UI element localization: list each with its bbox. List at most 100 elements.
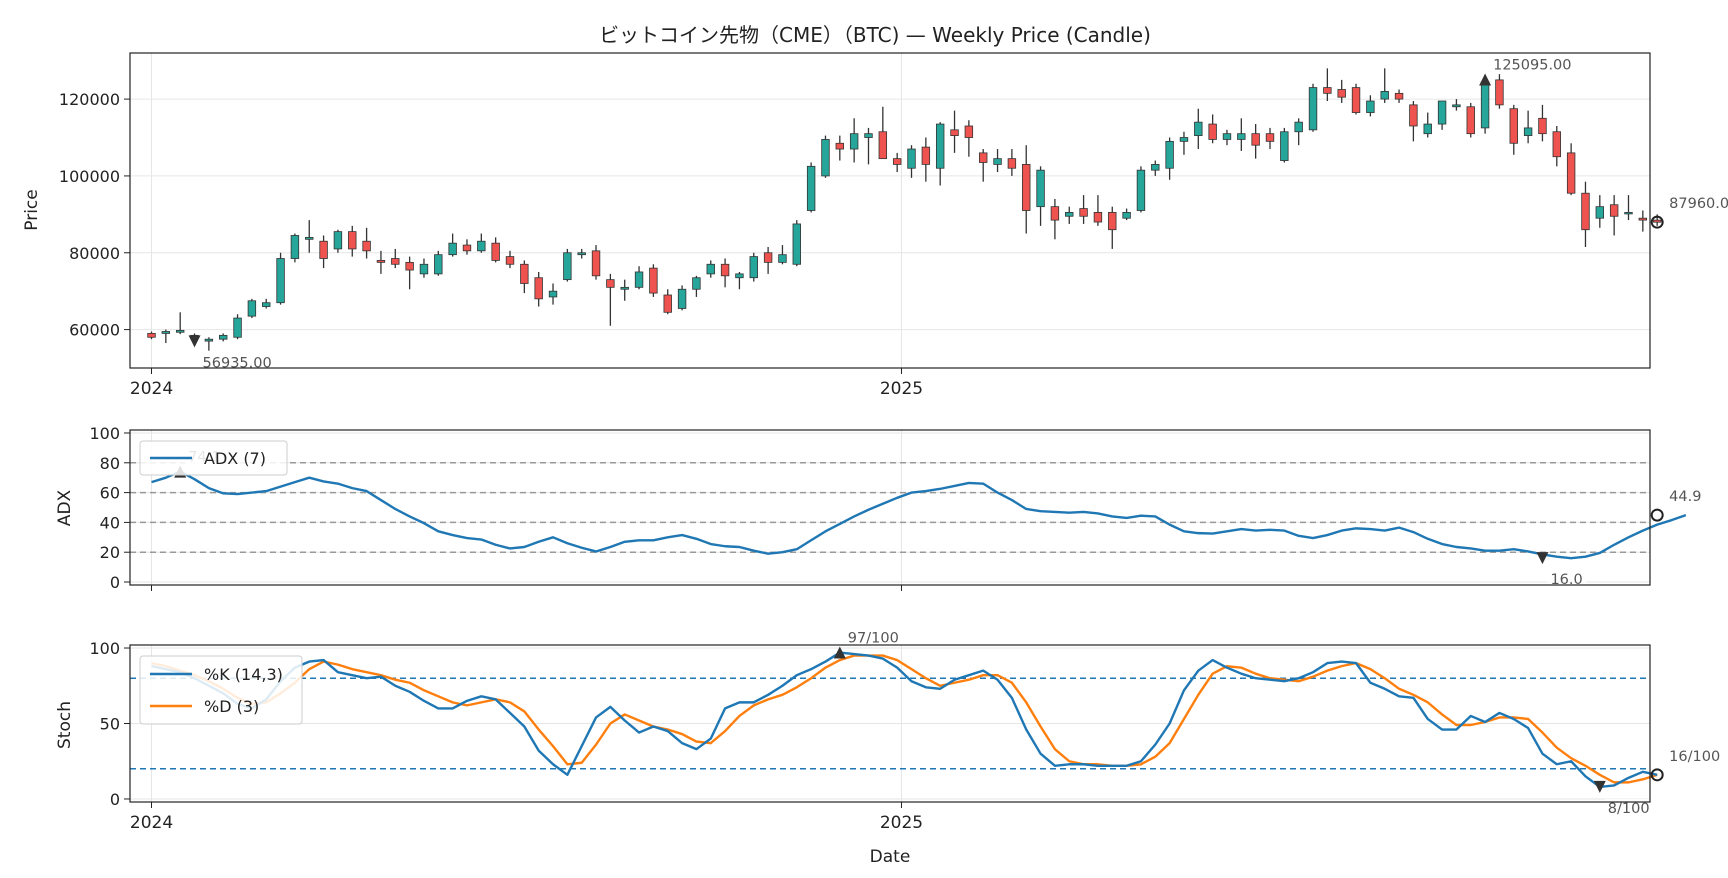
candle-body xyxy=(1093,212,1103,223)
min-marker xyxy=(1593,780,1606,793)
candle-body xyxy=(563,252,572,281)
stoch-gridlines xyxy=(130,645,1650,802)
candle-body xyxy=(993,158,1002,165)
candle-body xyxy=(204,338,214,342)
annotation-box xyxy=(1666,746,1722,765)
annotation-box xyxy=(1490,55,1570,74)
candle-body xyxy=(1624,212,1633,215)
adx-y-axis-label: ADX xyxy=(55,489,75,526)
candle-body xyxy=(305,236,314,240)
candle-body xyxy=(849,133,859,150)
stoch-y-axis-label: Stoch xyxy=(55,701,75,749)
candle-body xyxy=(1466,106,1475,135)
candle-body xyxy=(1495,79,1504,106)
price-ytick-label: 60000 xyxy=(69,321,120,340)
candle-body xyxy=(935,123,945,169)
stoch-k-line xyxy=(151,651,1658,789)
price-axes-frame xyxy=(129,52,1651,369)
candle-body xyxy=(950,129,959,136)
candle-body xyxy=(892,158,902,165)
candle-body xyxy=(1437,100,1447,125)
candle-body xyxy=(749,256,758,279)
price-x-ticks: 2024 2025 xyxy=(130,368,923,399)
candle-body xyxy=(1523,127,1533,136)
candle-body xyxy=(792,223,801,265)
max-marker xyxy=(1479,73,1492,86)
candle-body xyxy=(362,240,371,252)
candle-body xyxy=(147,333,156,338)
annotation-box xyxy=(844,628,901,647)
candle-body xyxy=(1538,117,1547,135)
annotation-label: 16/100 xyxy=(1669,749,1720,765)
candle-body xyxy=(620,286,629,290)
candle-body xyxy=(434,254,443,275)
candle-body xyxy=(1108,212,1117,231)
min-marker xyxy=(1536,552,1549,565)
stoch-ytick-label: 50 xyxy=(100,715,120,734)
candle-body xyxy=(921,146,931,165)
candle-body xyxy=(276,258,285,304)
candle-body xyxy=(1351,87,1361,113)
stoch-d-line xyxy=(151,654,1658,784)
candle-body xyxy=(462,244,472,252)
candle-body xyxy=(864,133,873,138)
stoch-x-ticks: 2024 2025 xyxy=(130,802,923,833)
candle-body xyxy=(1423,123,1432,135)
candle-body xyxy=(1638,217,1648,221)
annotation-label: 56935.00 xyxy=(203,355,272,371)
adx-ytick-label: 40 xyxy=(100,513,120,532)
candle-body xyxy=(161,331,171,334)
annotation-box xyxy=(1666,487,1705,506)
candle-body xyxy=(1265,133,1275,142)
candle-body xyxy=(1294,121,1303,133)
price-y-axis-label: Price xyxy=(22,189,42,230)
candle-body xyxy=(1581,192,1590,231)
adx-ytick-label: 80 xyxy=(100,454,120,473)
candle-body xyxy=(1079,208,1088,217)
candle-body xyxy=(1022,164,1031,211)
candle-body xyxy=(634,271,644,288)
candle-body xyxy=(1208,123,1217,140)
price-panel: 60000 80000 100000 120000 2024 2025 125095.0… xyxy=(22,52,1728,399)
price-gridlines xyxy=(130,53,1650,368)
candle-body xyxy=(778,254,787,263)
adx-line xyxy=(151,470,1687,560)
last-marker xyxy=(1650,768,1664,782)
candle-body xyxy=(878,131,888,160)
adx-x-ticks xyxy=(151,585,902,591)
stoch-ytick-label: 100 xyxy=(89,639,120,658)
candle-body xyxy=(262,302,271,307)
candle-body xyxy=(720,263,730,277)
candle-body xyxy=(735,273,744,279)
candle-body xyxy=(505,256,515,265)
price-xtick-label: 2024 xyxy=(130,379,173,399)
candle-body xyxy=(1609,204,1619,217)
candle-body xyxy=(477,240,486,252)
stoch-annotations: 97/100 8/100 16/100 xyxy=(833,628,1722,817)
candle-body xyxy=(348,231,357,250)
candle-body xyxy=(577,252,586,256)
candle-body xyxy=(491,242,500,261)
candle-body xyxy=(319,240,328,259)
candle-body xyxy=(663,294,672,313)
candle-body xyxy=(1452,104,1461,108)
legend-k-label: %K (14,3) xyxy=(204,665,283,684)
candle-body xyxy=(1280,131,1289,161)
adx-y-ticks: 0 20 40 60 80 100 xyxy=(89,424,130,592)
candle-body xyxy=(1136,169,1146,211)
adx-annotations: 74.116.044.9 xyxy=(174,447,1705,589)
candle-body xyxy=(391,258,400,265)
candle-body xyxy=(1337,89,1346,98)
annotation-label: 125095.00 xyxy=(1493,58,1571,74)
candle-body xyxy=(247,300,257,317)
price-annotations: 125095.00 56935.00 87960.00 xyxy=(188,55,1728,372)
last-marker xyxy=(1650,215,1664,229)
candle-body xyxy=(649,267,658,294)
candle-body xyxy=(1366,100,1375,113)
annotation-label: 97/100 xyxy=(848,631,899,647)
candle-body xyxy=(1237,133,1246,140)
adx-ytick-label: 20 xyxy=(100,543,120,562)
adx-ytick-label: 60 xyxy=(100,484,120,503)
